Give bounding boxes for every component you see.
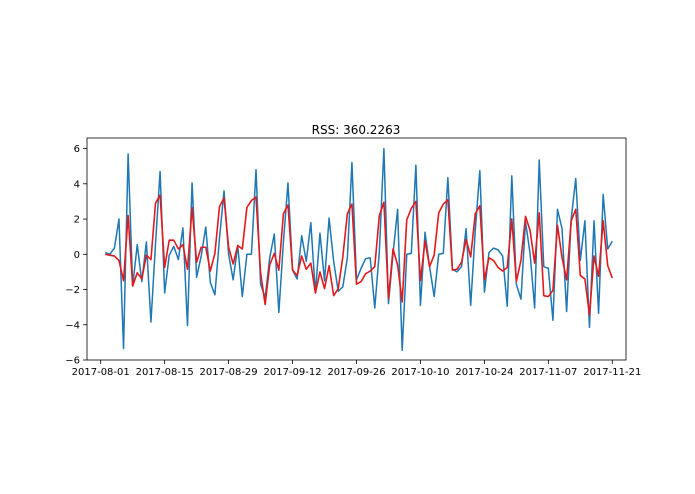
x-tick-label: 2017-11-21 bbox=[583, 367, 641, 378]
plot-area: 2017-08-01 2017-08-15 2017-08-29 2017-09-12… bbox=[65, 137, 641, 378]
y-tick-label: −4 bbox=[65, 320, 80, 331]
x-tick-label: 2017-09-26 bbox=[327, 367, 385, 378]
x-tick-label: 2017-08-29 bbox=[200, 367, 258, 378]
y-tick-label: −2 bbox=[65, 285, 80, 296]
y-tick-label: 6 bbox=[74, 144, 80, 155]
x-tick-label: 2017-08-01 bbox=[72, 367, 130, 378]
y-tick-label: 4 bbox=[74, 179, 80, 190]
y-tick-label: −6 bbox=[65, 356, 80, 367]
series-line-2 bbox=[105, 194, 614, 316]
series-line-1 bbox=[104, 147, 613, 352]
x-tick-label: 2017-09-12 bbox=[263, 367, 321, 378]
y-tick-label: 0 bbox=[74, 250, 80, 261]
x-tick-label: 2017-10-24 bbox=[455, 367, 513, 378]
y-tick-label: 2 bbox=[74, 215, 80, 226]
x-tick-label: 2017-08-15 bbox=[136, 367, 194, 378]
chart-title: RSS: 360.2263 bbox=[312, 123, 401, 137]
x-tick-label: 2017-11-07 bbox=[519, 367, 577, 378]
x-tick-label: 2017-10-10 bbox=[391, 367, 449, 378]
